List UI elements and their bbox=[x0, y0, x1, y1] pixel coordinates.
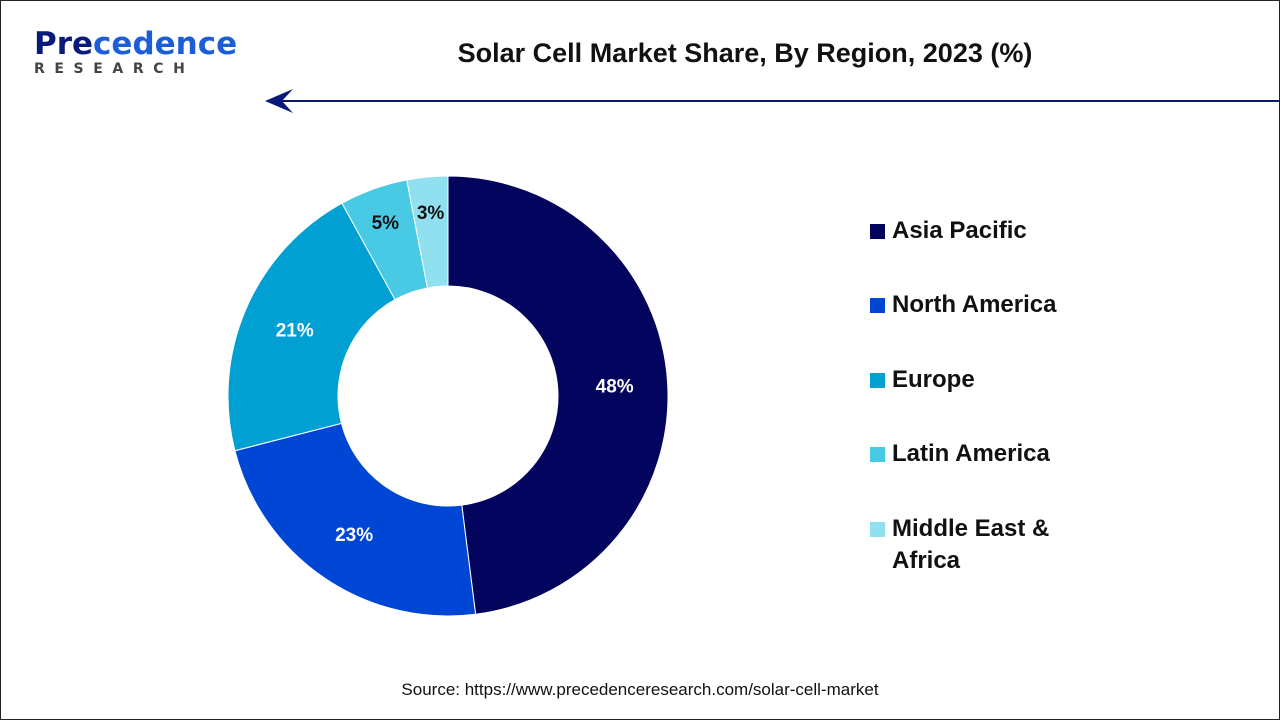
legend-item-latin-america: Latin America bbox=[870, 438, 1090, 470]
legend-label: Middle East & Africa bbox=[892, 515, 1050, 574]
header-divider-line bbox=[280, 100, 1280, 102]
donut-slice-europe bbox=[227, 202, 396, 452]
data-label: 3% bbox=[417, 203, 445, 224]
legend-item-asia-pacific: Asia Pacific bbox=[870, 215, 1090, 247]
logo-text-blue: cedence bbox=[93, 26, 238, 62]
legend-item-europe: Europe bbox=[870, 364, 1090, 396]
legend-label: North America bbox=[892, 291, 1057, 318]
logo-subtext: RESEARCH bbox=[34, 61, 195, 77]
donut-slice-north-america bbox=[234, 422, 477, 617]
chart-title: Solar Cell Market Share, By Region, 2023… bbox=[457, 38, 1033, 68]
donut-slice-asia-pacific bbox=[447, 175, 669, 615]
legend-swatch bbox=[870, 373, 885, 388]
source-note: Source: https://www.precedenceresearch.c… bbox=[401, 680, 879, 699]
legend-label: Latin America bbox=[892, 440, 1050, 467]
data-label: 48% bbox=[596, 377, 634, 398]
data-label: 23% bbox=[335, 525, 373, 546]
arrow-left-icon bbox=[265, 89, 293, 113]
legend-swatch bbox=[870, 447, 885, 462]
legend-label: Asia Pacific bbox=[892, 217, 1027, 244]
logo-text-dark: Pre bbox=[34, 26, 94, 62]
data-label: 5% bbox=[372, 213, 400, 234]
data-label: 21% bbox=[276, 321, 314, 342]
donut-slice-middle-east-africa bbox=[406, 175, 449, 289]
legend-swatch bbox=[870, 224, 885, 239]
legend-item-north-america: North America bbox=[870, 289, 1090, 321]
legend-label: Europe bbox=[892, 366, 975, 393]
legend-swatch bbox=[870, 298, 885, 313]
precedence-research-logo: Precedence RESEARCH bbox=[34, 28, 237, 77]
legend-item-middle-east-africa: Middle East & Africa bbox=[870, 513, 1070, 577]
legend-swatch bbox=[870, 522, 885, 537]
